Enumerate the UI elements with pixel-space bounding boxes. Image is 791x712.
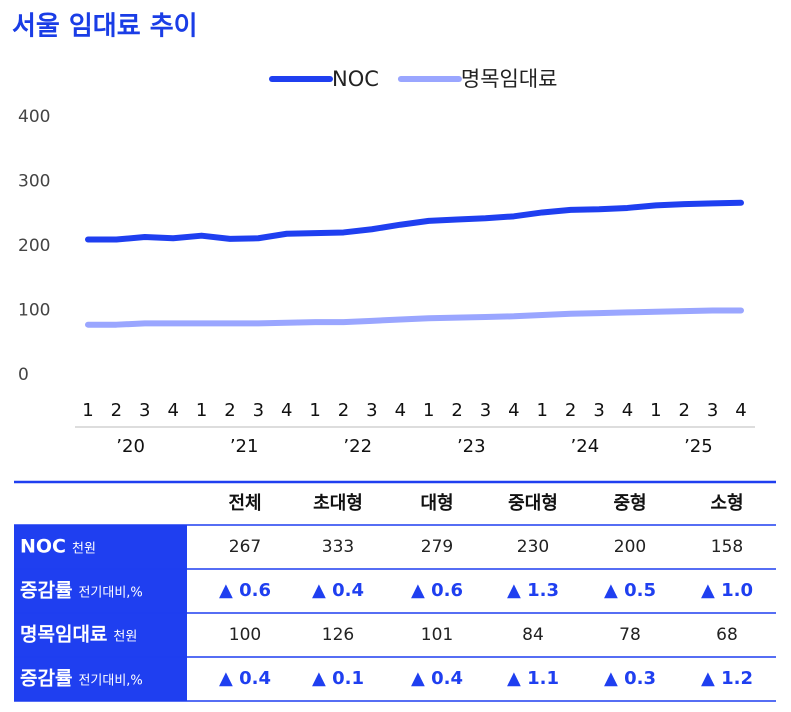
cell: 126 <box>322 625 354 645</box>
cell: 230 <box>517 537 549 557</box>
x-tick-label: 2 <box>565 400 576 421</box>
row-label-cell <box>14 613 187 657</box>
year-label: ’22 <box>343 436 372 457</box>
y-tick-label: 400 <box>18 107 50 127</box>
x-tick-label: 4 <box>622 400 633 421</box>
cell: ▲ 0.5 <box>604 580 656 601</box>
cell: 333 <box>322 537 354 557</box>
x-tick-label: 1 <box>82 400 93 421</box>
x-tick-label: 1 <box>309 400 320 421</box>
x-tick-label: 4 <box>508 400 519 421</box>
y-tick-label: 0 <box>18 365 29 385</box>
year-label: ’25 <box>684 436 713 457</box>
y-tick-label: 200 <box>18 236 50 256</box>
cell: ▲ 1.1 <box>507 668 559 689</box>
row-label-cell <box>14 657 187 701</box>
x-tick-label: 2 <box>224 400 235 421</box>
x-tick-label: 1 <box>196 400 207 421</box>
cell: ▲ 1.3 <box>507 580 559 601</box>
row-unit: 전기대비,% <box>78 586 142 601</box>
x-tick-label: 2 <box>111 400 122 421</box>
column-header: 중대형 <box>508 493 558 514</box>
series-line <box>85 199 744 243</box>
year-label: ’23 <box>457 436 486 457</box>
cell: ▲ 1.2 <box>701 668 753 689</box>
cell: 267 <box>229 537 261 557</box>
cell: ▲ 1.0 <box>701 580 753 601</box>
column-header: 대형 <box>420 493 453 514</box>
cell: 100 <box>229 625 261 645</box>
chart-title: 서울 임대료 추이 <box>12 12 198 42</box>
y-tick-label: 300 <box>18 172 50 192</box>
year-label: ’20 <box>116 436 145 457</box>
x-tick-label: 4 <box>735 400 746 421</box>
row-label: 명목임대료 <box>20 624 107 646</box>
row-label: 증감률 <box>20 668 72 690</box>
cell: 68 <box>716 625 738 645</box>
cell: 158 <box>711 537 743 557</box>
x-tick-label: 3 <box>253 400 264 421</box>
year-label: ’24 <box>571 436 600 457</box>
y-tick-label: 100 <box>18 301 50 321</box>
row-label-cell <box>14 569 187 613</box>
x-tick-label: 2 <box>678 400 689 421</box>
row-unit: 전기대비,% <box>78 674 142 689</box>
cell: 84 <box>522 625 544 645</box>
legend-label: NOC <box>332 67 379 91</box>
column-header: 전체 <box>228 493 261 514</box>
row-label: NOC <box>20 536 66 558</box>
cell: 101 <box>421 625 453 645</box>
series-line <box>85 307 744 328</box>
cell: ▲ 0.4 <box>312 580 364 601</box>
x-tick-label: 1 <box>650 400 661 421</box>
cell: ▲ 0.4 <box>411 668 463 689</box>
x-tick-label: 3 <box>593 400 604 421</box>
legend-label: 명목임대료 <box>461 67 558 91</box>
column-header: 소형 <box>710 493 743 514</box>
row-unit: 천원 <box>113 630 137 645</box>
x-tick-label: 3 <box>480 400 491 421</box>
x-tick-label: 4 <box>167 400 178 421</box>
cell: 200 <box>614 537 646 557</box>
row-label-cell <box>14 525 187 569</box>
cell: ▲ 0.6 <box>219 580 271 601</box>
x-tick-label: 1 <box>423 400 434 421</box>
x-tick-label: 3 <box>366 400 377 421</box>
x-tick-label: 4 <box>395 400 406 421</box>
cell: 279 <box>421 537 453 557</box>
column-header: 초대형 <box>313 493 363 514</box>
x-tick-label: 1 <box>537 400 548 421</box>
x-tick-label: 3 <box>139 400 150 421</box>
row-unit: 천원 <box>72 542 96 557</box>
x-tick-label: 3 <box>707 400 718 421</box>
x-tick-label: 2 <box>338 400 349 421</box>
cell: ▲ 0.4 <box>219 668 271 689</box>
cell: ▲ 0.1 <box>312 668 364 689</box>
cell: ▲ 0.6 <box>411 580 463 601</box>
cell: 78 <box>619 625 641 645</box>
year-label: ’21 <box>230 436 259 457</box>
cell: ▲ 0.3 <box>604 668 656 689</box>
column-header: 중형 <box>613 493 646 514</box>
row-label: 증감률 <box>20 580 72 602</box>
x-tick-label: 2 <box>451 400 462 421</box>
x-tick-label: 4 <box>281 400 292 421</box>
